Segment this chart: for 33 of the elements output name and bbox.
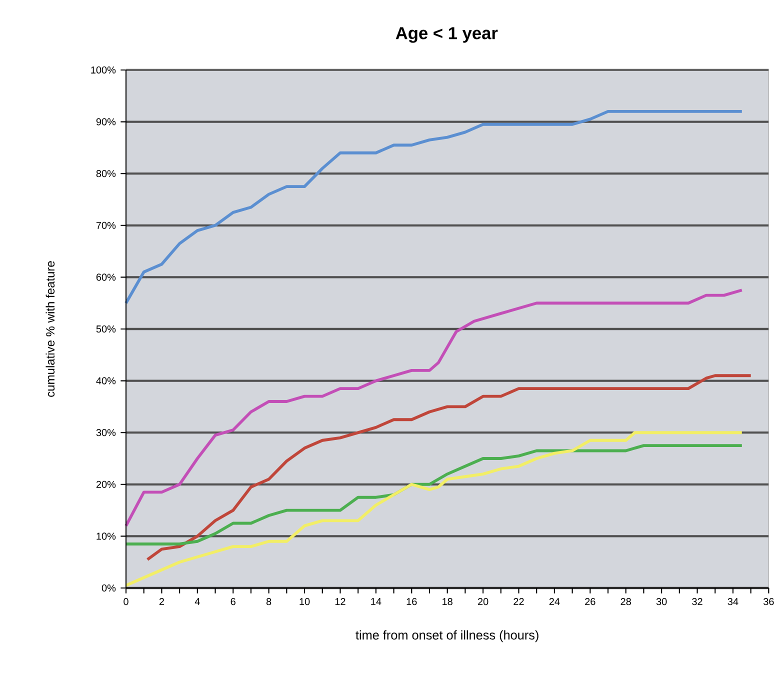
y-tick-label: 10%	[96, 532, 116, 540]
x-tick-label: 32	[692, 598, 702, 606]
x-tick-label: 24	[549, 598, 560, 606]
x-tick-label: 36	[763, 598, 774, 606]
x-tick-label: 16	[406, 598, 417, 606]
x-tick-label: 6	[230, 598, 236, 606]
x-axis-title: time from onset of illness (hours)	[356, 630, 538, 642]
x-tick-label: 34	[728, 598, 738, 606]
y-tick-label: 20%	[96, 480, 116, 488]
y-tick-label: 50%	[96, 325, 116, 333]
x-tick-label: 12	[335, 598, 346, 606]
x-tick-label: 10	[300, 598, 310, 606]
x-tick-label: 18	[442, 598, 452, 606]
x-tick-label: 30	[656, 598, 667, 606]
x-tick-label: 2	[159, 598, 164, 606]
x-tick-label: 4	[194, 598, 200, 605]
x-tick-label: 28	[620, 598, 631, 606]
y-tick-label: 70%	[96, 222, 116, 229]
x-tick-label: 0	[124, 598, 128, 606]
x-tick-label: 22	[514, 598, 524, 606]
x-tick-label: 20	[478, 598, 488, 606]
x-tick-label: 14	[371, 598, 382, 605]
y-tick-label: 100%	[91, 66, 116, 74]
y-tick-label: 30%	[96, 429, 116, 436]
chart-title: Age < 1 year	[396, 27, 498, 43]
y-tick-label: 80%	[96, 170, 116, 178]
y-axis-title: cumulative % with feature	[46, 261, 55, 397]
y-tick-label: 0%	[102, 584, 116, 592]
y-tick-label: 90%	[96, 118, 116, 126]
x-tick-label: 8	[266, 598, 272, 606]
x-tick-label: 26	[585, 598, 596, 606]
y-tick-label: 60%	[96, 274, 116, 281]
y-tick-label: 40%	[96, 377, 116, 384]
